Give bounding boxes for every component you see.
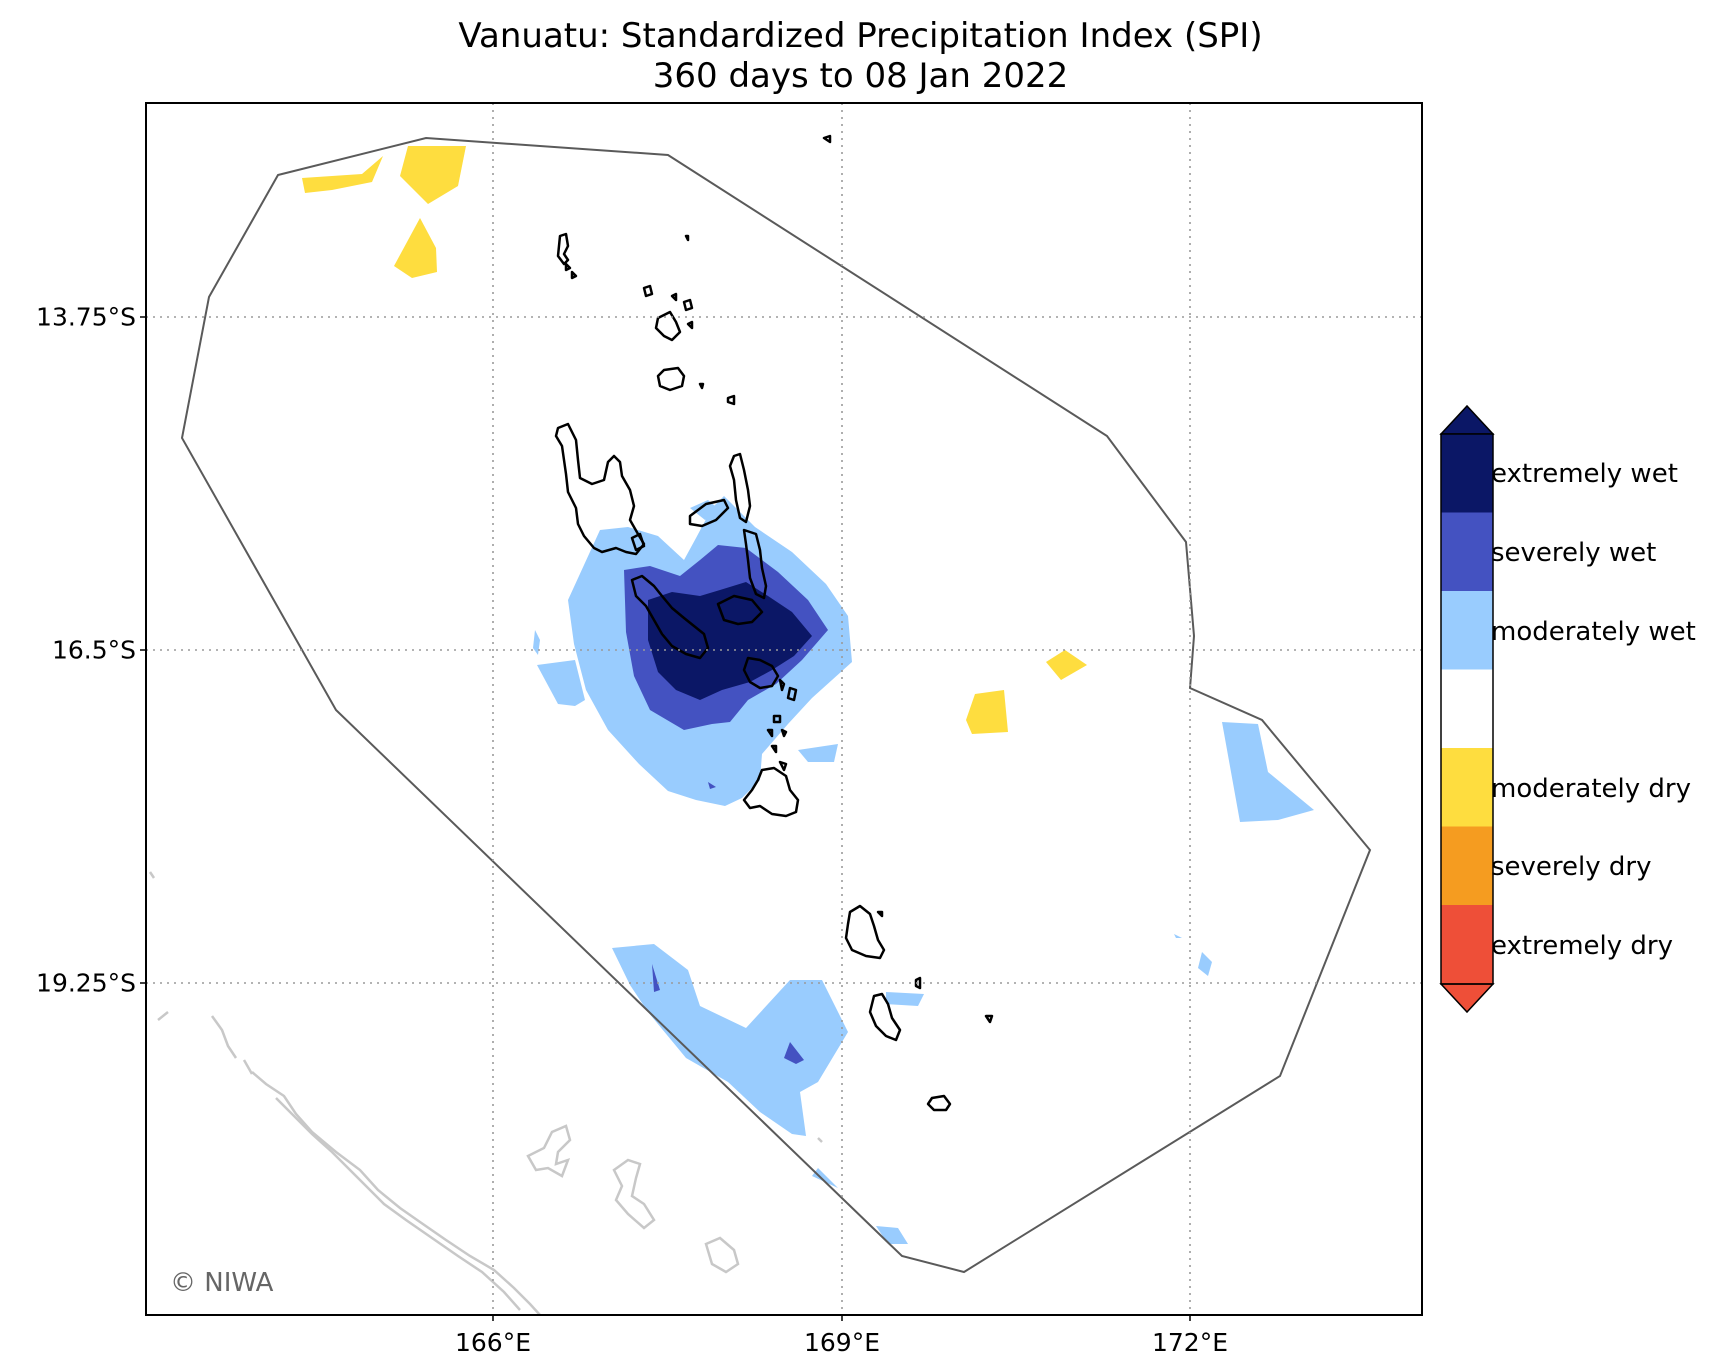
colorbar-segment [1441, 512, 1493, 591]
colorbar-extend-top [1439, 404, 1495, 435]
extremely-wet-areas [648, 582, 812, 700]
lat-label: 19.25°S [36, 968, 136, 998]
chart-subtitle: 360 days to 08 Jan 2022 [652, 56, 1069, 96]
neighbor-coastline [148, 871, 823, 1315]
moderately-dry-areas [302, 146, 1087, 734]
colorbar-segment [1441, 669, 1493, 748]
colorbar-segment [1441, 826, 1493, 905]
lon-label: 169°E [803, 1328, 880, 1357]
map-frame [145, 102, 1423, 1316]
chart-title: Vanuatu: Standardized Precipitation Inde… [458, 16, 1263, 56]
lon-label: 166°E [454, 1328, 531, 1357]
colorbar-segment [1441, 434, 1493, 513]
lat-label: 16.5°S [51, 635, 136, 665]
niwa-credit: © NIWA [170, 1268, 274, 1298]
colorbar-segment [1441, 748, 1493, 827]
colorbar [1439, 404, 1495, 1014]
vanuatu-islands [554, 134, 994, 1112]
colorbar-segment [1441, 591, 1493, 670]
legend-label-moderately-dry: moderately dry [1491, 774, 1692, 804]
spi-shading [302, 146, 1314, 1244]
colorbar-segment [1441, 905, 1493, 984]
lon-label: 172°E [1151, 1328, 1228, 1357]
lat-label: 13.75°S [36, 302, 136, 332]
legend-label-extremely-dry: extremely dry [1491, 931, 1674, 961]
colorbar-extend-bottom [1439, 983, 1495, 1014]
legend-label-severely-wet: severely wet [1491, 538, 1657, 568]
graticule [146, 103, 1422, 1315]
legend-label-moderately-wet: moderately wet [1491, 617, 1696, 647]
axis-ticks [140, 316, 1191, 1321]
legend-label-severely-dry: severely dry [1491, 852, 1652, 882]
legend-label-extremely-wet: extremely wet [1491, 459, 1678, 489]
eez-boundary [180, 136, 1372, 1274]
